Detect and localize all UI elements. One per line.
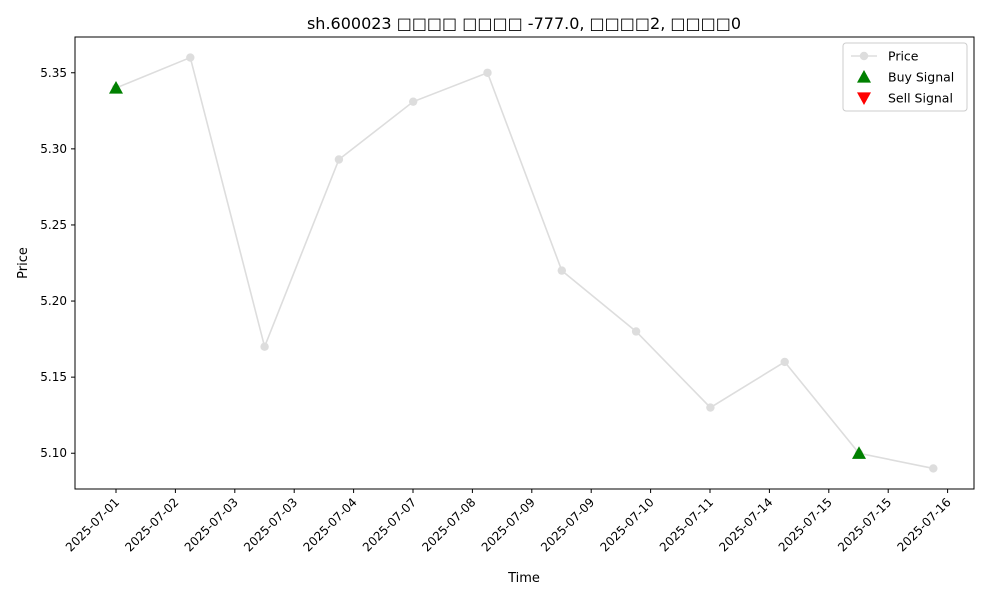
x-tick-label: 2025-07-08 [419, 495, 478, 554]
price-line [115, 56, 934, 470]
x-tick-label: 2025-07-15 [776, 495, 835, 554]
buy-signal-marker [852, 446, 866, 459]
x-axis: 2025-07-01 2025-07-02 2025-07-03 2025-07-03… [63, 489, 954, 554]
y-axis: 5.10 5.15 5.20 5.25 5.30 5.35 [40, 66, 75, 460]
legend-sell-marker [857, 92, 871, 105]
legend-label: Buy Signal [888, 70, 954, 85]
legend-label: Price [888, 49, 919, 64]
x-tick-label: 2025-07-03 [241, 495, 300, 554]
x-tick-label: 2025-07-16 [895, 495, 954, 554]
price-point [409, 97, 418, 106]
y-tick-label: 5.10 [40, 446, 67, 460]
x-tick-label: 2025-07-11 [657, 495, 716, 554]
y-tick-label: 5.35 [40, 66, 67, 80]
x-tick-label: 2025-07-14 [716, 495, 775, 554]
y-tick-label: 5.15 [40, 370, 67, 384]
price-point [334, 155, 344, 164]
price-point [483, 68, 492, 77]
x-tick-label: 2025-07-07 [360, 495, 419, 554]
price-point [706, 403, 715, 412]
legend-label: Sell Signal [888, 91, 953, 106]
y-tick-label: 5.25 [40, 218, 67, 232]
x-axis-label: Time [507, 571, 540, 586]
plot-area [74, 36, 975, 490]
buy-signal-marker [109, 80, 123, 94]
price-point [631, 327, 641, 336]
legend-box [842, 42, 968, 112]
price-point [186, 53, 195, 62]
price-point [780, 357, 789, 367]
x-tick-label: 2025-07-10 [598, 495, 657, 554]
x-tick-label: 2025-07-01 [63, 495, 122, 554]
legend-buy-marker [857, 70, 871, 83]
legend-price-marker [859, 51, 869, 61]
y-axis-label: Price [16, 247, 31, 279]
legend: Price Buy Signal Sell Signal [842, 42, 968, 112]
price-point [557, 266, 566, 275]
y-tick-label: 5.30 [40, 142, 67, 156]
plot-frame [74, 36, 975, 490]
x-tick-label: 2025-07-09 [479, 495, 538, 554]
y-tick-label: 5.20 [40, 294, 67, 308]
chart-title: sh.600023 □□□□ □□□□ -777.0, □□□□2, □□□□0 [307, 14, 741, 33]
x-tick-label: 2025-07-04 [301, 495, 360, 554]
x-tick-label: 2025-07-02 [122, 495, 181, 554]
price-point [929, 464, 938, 473]
x-tick-label: 2025-07-09 [538, 495, 597, 554]
x-tick-label: 2025-07-15 [835, 495, 894, 554]
x-tick-label: 2025-07-03 [182, 495, 241, 554]
price-point [260, 342, 269, 351]
